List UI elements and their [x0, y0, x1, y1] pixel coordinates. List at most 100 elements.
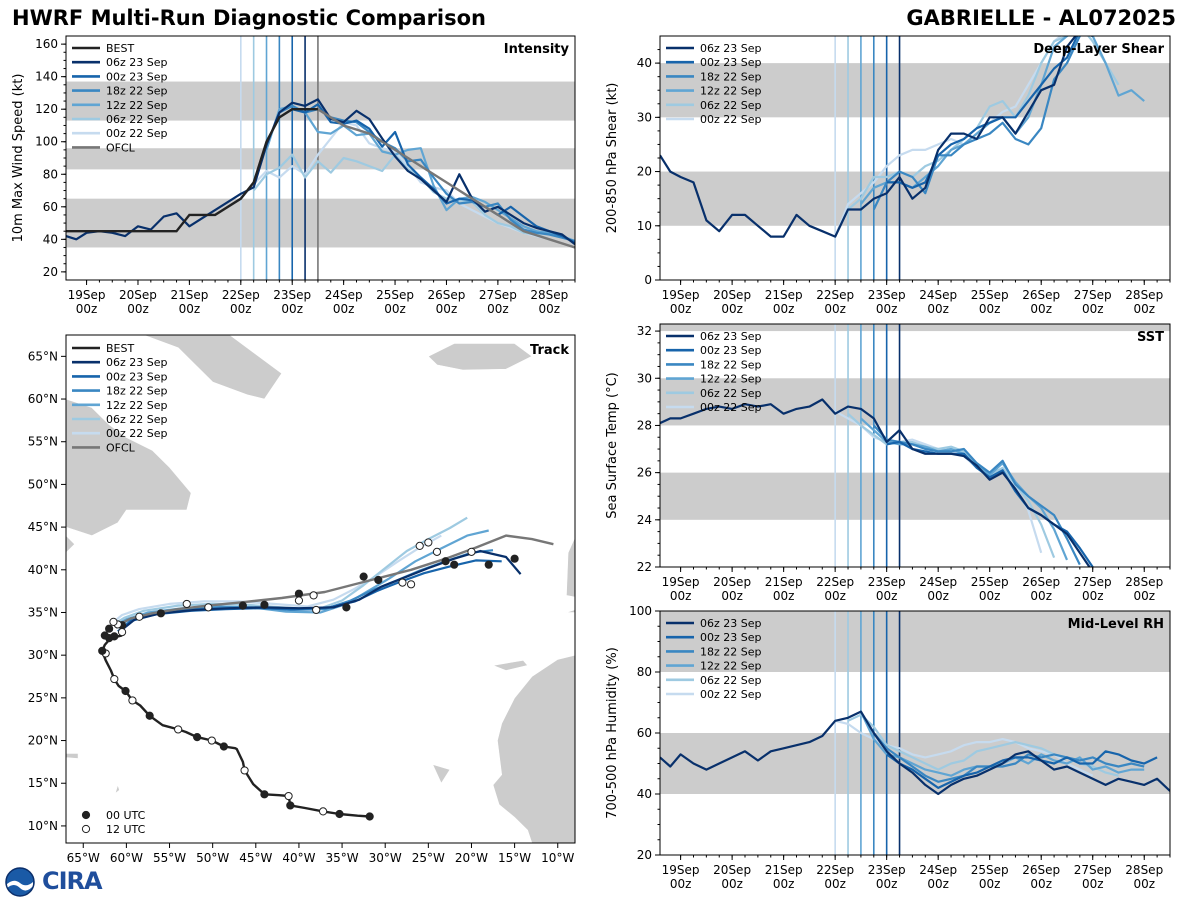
sst-xtick-label: 00z	[670, 589, 692, 603]
shear-xtick-label: 00z	[670, 302, 692, 316]
track-legend-label: 06z 23 Sep	[106, 356, 168, 369]
run-track-marker	[398, 578, 407, 587]
track-xtick-label: 35°W	[325, 851, 358, 865]
track-xtick-label: 55°W	[153, 851, 186, 865]
marker-legend-label: 00 UTC	[106, 809, 146, 822]
best-track-marker	[284, 791, 293, 801]
sst-xtick-label: 00z	[927, 589, 949, 603]
shear-legend-label: 00z 23 Sep	[700, 56, 762, 69]
track-legend-label: 00z 22 Sep	[106, 427, 168, 440]
best-track-marker	[121, 686, 130, 696]
rh-ylabel: 700-500 hPa Humidity (%)	[605, 647, 620, 819]
track-legend-label: 18z 22 Sep	[106, 385, 168, 398]
best-track-marker	[207, 736, 216, 745]
sst-xtick-label: 20Sep	[713, 575, 751, 589]
run-track-marker	[156, 609, 165, 618]
intensity-panel: 2040608010012014016019Sep00z20Sep00z21Se…	[11, 35, 576, 316]
intensity-series-line	[265, 104, 575, 243]
sst-xtick-label: 00z	[824, 589, 846, 603]
run-track-marker	[359, 572, 368, 581]
intensity-xtick-label: 25Sep	[376, 288, 414, 302]
sst-ytick-label: 32	[637, 324, 652, 338]
africa-land	[492, 609, 575, 843]
shear-legend-label: 12z 22 Sep	[700, 85, 762, 98]
sst-xtick-label: 00z	[876, 589, 898, 603]
track-ytick-label: 35°N	[28, 605, 58, 619]
intensity-plot-area	[66, 36, 575, 280]
track-xtick-label: 65°W	[67, 851, 100, 865]
iceland-land	[427, 343, 533, 371]
track-ytick-label: 55°N	[28, 435, 58, 449]
sst-legend-label: 06z 22 Sep	[700, 387, 762, 400]
rh-xtick-label: 00z	[824, 877, 846, 891]
maine-land	[66, 535, 76, 554]
intensity-ytick-label: 120	[35, 102, 58, 116]
sst-legend-label: 06z 23 Sep	[700, 330, 762, 343]
rh-legend-label: 00z 22 Sep	[700, 688, 762, 701]
sst-ytick-label: 26	[637, 466, 652, 480]
intensity-xtick-label: 00z	[436, 302, 458, 316]
best-track-marker	[145, 711, 154, 720]
sst-band	[660, 378, 1170, 426]
sst-xtick-label: 00z	[721, 589, 743, 603]
figure-title: HWRF Multi-Run Diagnostic Comparison	[12, 6, 487, 30]
sst-series-line	[847, 412, 1056, 558]
intensity-ytick-label: 20	[43, 265, 58, 279]
shear-plot-area	[660, 36, 1170, 280]
best-track-marker	[219, 742, 228, 751]
shear-band	[660, 63, 1170, 118]
track-ytick-label: 10°N	[28, 819, 58, 833]
marker-legend-label: 12 UTC	[106, 823, 146, 836]
intensity-xtick-label: 22Sep	[222, 288, 260, 302]
rh-xtick-label: 00z	[721, 877, 743, 891]
shear-xtick-label: 00z	[1082, 302, 1104, 316]
rh-xtick-label: 22Sep	[816, 863, 854, 877]
track-legend-label: 00z 23 Sep	[106, 370, 168, 383]
run-track-marker	[309, 591, 318, 600]
shear-xtick-label: 00z	[876, 302, 898, 316]
rh-ytick-label: 60	[637, 726, 652, 740]
lesser-antilles-land	[114, 783, 120, 795]
rh-xtick-label: 00z	[876, 877, 898, 891]
intensity-band	[66, 198, 575, 248]
intensity-xtick-label: 21Sep	[170, 288, 208, 302]
rh-series-line	[660, 710, 1170, 796]
sst-xtick-label: 00z	[1030, 589, 1052, 603]
best-track-marker	[98, 646, 107, 655]
track-legend-label: OFCL	[106, 441, 136, 454]
track-legend-label: 06z 22 Sep	[106, 413, 168, 426]
rh-legend-label: 18z 22 Sep	[700, 645, 762, 658]
best-track-marker	[260, 790, 269, 799]
intensity-legend-label: 18z 22 Sep	[106, 85, 168, 98]
shear-ytick-label: 10	[637, 219, 652, 233]
run-track-marker	[182, 599, 191, 609]
track-xtick-label: 40°W	[282, 851, 315, 865]
run-track-marker	[424, 538, 433, 547]
sst-xtick-label: 00z	[1133, 589, 1155, 603]
rh-panel: 2040608010019Sep00z20Sep00z21Sep00z22Sep…	[605, 604, 1171, 891]
intensity-legend-label: 06z 22 Sep	[106, 113, 168, 126]
intensity-xtick-label: 20Sep	[119, 288, 157, 302]
shear-xtick-label: 22Sep	[816, 288, 854, 302]
track-ytick-label: 65°N	[28, 349, 58, 363]
run-track-marker	[406, 580, 416, 589]
rh-xtick-label: 00z	[927, 877, 949, 891]
sst-ytick-label: 24	[637, 513, 652, 527]
intensity-legend-label: BEST	[106, 42, 134, 55]
shear-panel-label: Deep-Layer Shear	[1033, 42, 1164, 57]
rh-ytick-label: 20	[637, 848, 652, 862]
run-track-marker	[105, 624, 114, 633]
track-xtick-label: 20°W	[455, 851, 488, 865]
shear-xtick-label: 23Sep	[868, 288, 906, 302]
iberia-land	[566, 537, 575, 598]
track-ytick-label: 50°N	[28, 477, 58, 491]
rh-xtick-label: 00z	[1133, 877, 1155, 891]
run-track-marker	[117, 628, 127, 637]
shear-series-line	[886, 36, 1093, 189]
track-panel-label: Track	[530, 343, 569, 358]
rh-xtick-label: 21Sep	[765, 863, 803, 877]
